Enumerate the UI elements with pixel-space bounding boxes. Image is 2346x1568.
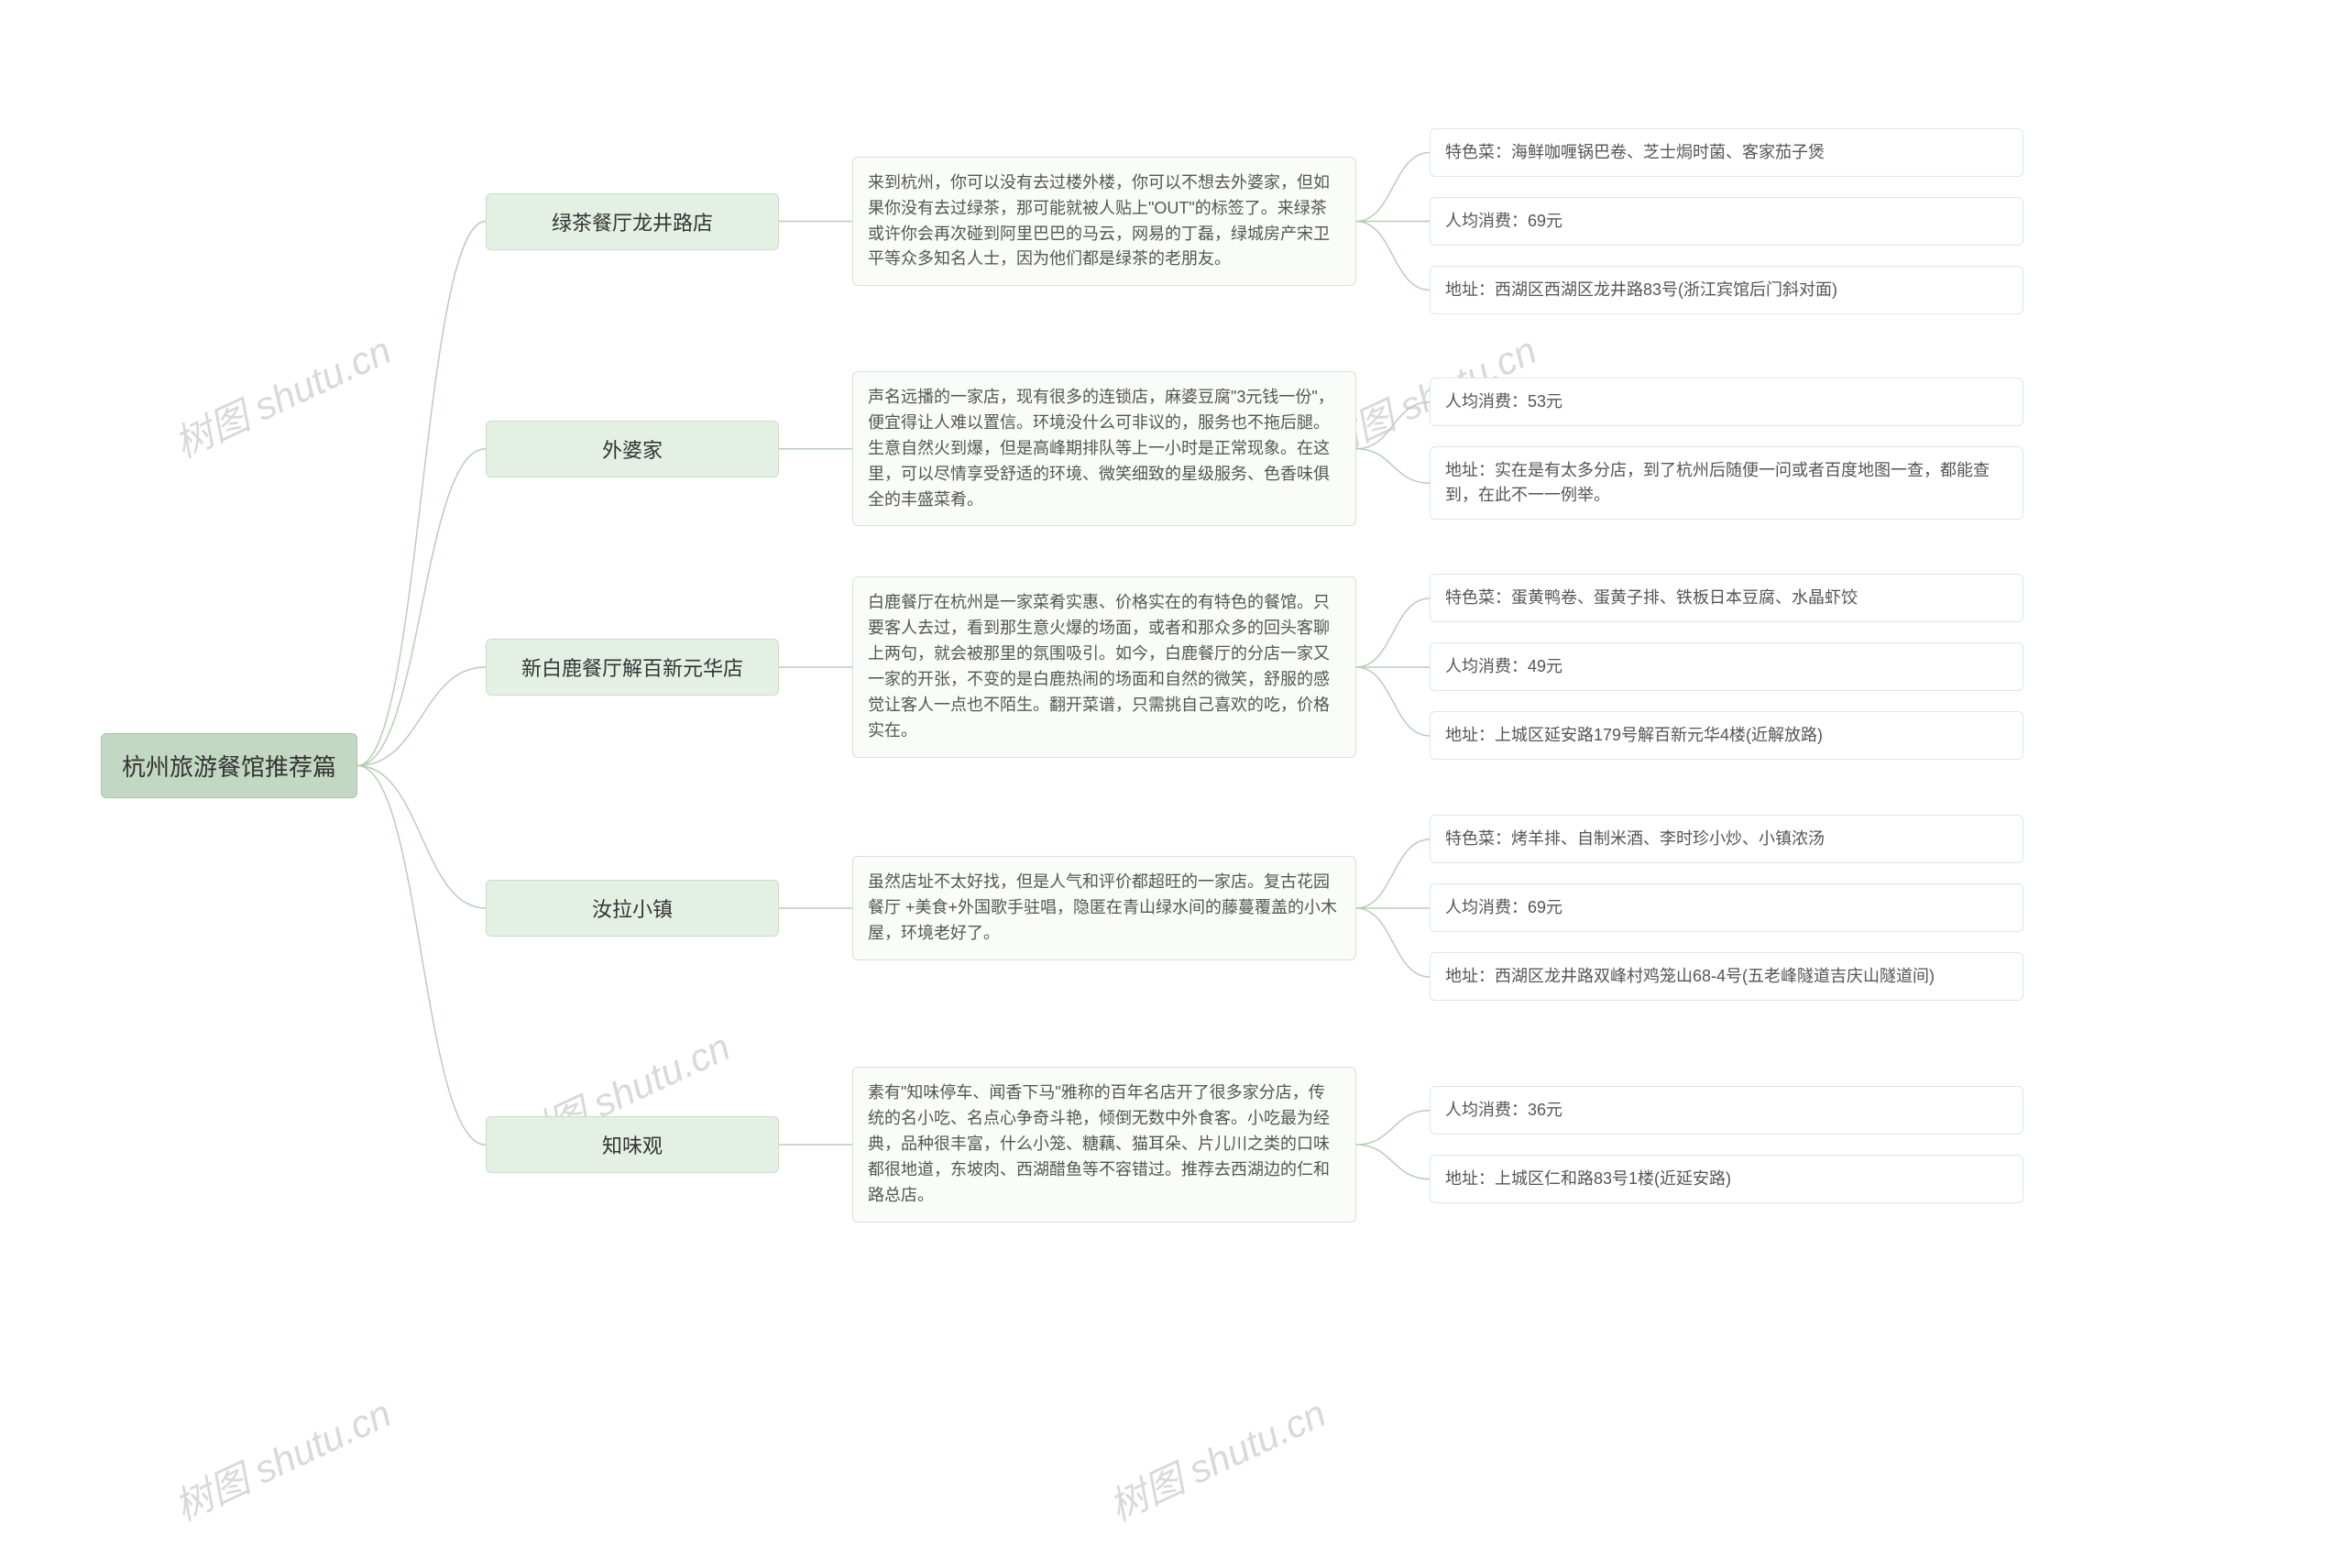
detail-column: 特色菜：蛋黄鸭卷、蛋黄子排、铁板日本豆腐、水晶虾饺人均消费：49元地址：上城区延… — [1430, 574, 2023, 760]
branch-title: 外婆家 — [486, 421, 779, 477]
branch-title: 绿茶餐厅龙井路店 — [486, 193, 779, 250]
detail-column: 特色菜：海鲜咖喱锅巴卷、芝士焗时菌、客家茄子煲人均消费：69元地址：西湖区西湖区… — [1430, 128, 2023, 314]
branch-description: 素有"知味停车、闻香下马"雅称的百年名店开了很多家分店，传统的名小吃、名点心争奇… — [852, 1067, 1356, 1222]
detail-node: 地址：实在是有太多分店，到了杭州后随便一问或者百度地图一查，都能查到，在此不一一… — [1430, 446, 2023, 520]
detail-column: 人均消费：53元地址：实在是有太多分店，到了杭州后随便一问或者百度地图一查，都能… — [1430, 378, 2023, 520]
root-node: 杭州旅游餐馆推荐篇 — [101, 733, 357, 798]
branch-description: 来到杭州，你可以没有去过楼外楼，你可以不想去外婆家，但如果你没有去过绿茶，那可能… — [852, 157, 1356, 287]
branch-block: 汝拉小镇 虽然店址不太好找，但是人气和评价都超旺的一家店。复古花园餐厅 +美食+外… — [486, 815, 2023, 1001]
detail-node: 特色菜：烤羊排、自制米酒、李时珍小炒、小镇浓汤 — [1430, 815, 2023, 863]
detail-node: 地址：西湖区西湖区龙井路83号(浙江宾馆后门斜对面) — [1430, 266, 2023, 314]
branch-block: 知味观 素有"知味停车、闻香下马"雅称的百年名店开了很多家分店，传统的名小吃、名点… — [486, 1067, 2023, 1222]
detail-node: 特色菜：海鲜咖喱锅巴卷、芝士焗时菌、客家茄子煲 — [1430, 128, 2023, 177]
detail-node: 人均消费：36元 — [1430, 1086, 2023, 1135]
detail-node: 人均消费：69元 — [1430, 197, 2023, 246]
branch-block: 绿茶餐厅龙井路店 来到杭州，你可以没有去过楼外楼，你可以不想去外婆家，但如果你没有… — [486, 128, 2023, 314]
mindmap-diagram: 杭州旅游餐馆推荐篇 绿茶餐厅龙井路店 来到杭州，你可以没有去过楼外楼，你可以不想去… — [27, 46, 2319, 1522]
branch-block: 外婆家 声名远播的一家店，现有很多的连锁店，麻婆豆腐"3元钱一份"，便宜得让人难以… — [486, 371, 2023, 526]
detail-node: 特色菜：蛋黄鸭卷、蛋黄子排、铁板日本豆腐、水晶虾饺 — [1430, 574, 2023, 622]
branches-column: 绿茶餐厅龙井路店 来到杭州，你可以没有去过楼外楼，你可以不想去外婆家，但如果你没有… — [486, 128, 2023, 1223]
detail-column: 人均消费：36元地址：上城区仁和路83号1楼(近延安路) — [1430, 1086, 2023, 1203]
branch-description: 虽然店址不太好找，但是人气和评价都超旺的一家店。复古花园餐厅 +美食+外国歌手驻… — [852, 856, 1356, 960]
branch-title: 知味观 — [486, 1116, 779, 1173]
detail-node: 人均消费：69元 — [1430, 883, 2023, 932]
branch-description: 白鹿餐厅在杭州是一家菜肴实惠、价格实在的有特色的餐馆。只要客人去过，看到那生意火… — [852, 576, 1356, 757]
detail-node: 地址：上城区仁和路83号1楼(近延安路) — [1430, 1155, 2023, 1203]
detail-node: 人均消费：53元 — [1430, 378, 2023, 426]
branch-title: 汝拉小镇 — [486, 880, 779, 937]
branch-description: 声名远播的一家店，现有很多的连锁店，麻婆豆腐"3元钱一份"，便宜得让人难以置信。… — [852, 371, 1356, 526]
detail-node: 人均消费：49元 — [1430, 642, 2023, 691]
detail-node: 地址：西湖区龙井路双峰村鸡笼山68-4号(五老峰隧道吉庆山隧道间) — [1430, 952, 2023, 1001]
branch-block: 新白鹿餐厅解百新元华店 白鹿餐厅在杭州是一家菜肴实惠、价格实在的有特色的餐馆。只要… — [486, 574, 2023, 760]
detail-column: 特色菜：烤羊排、自制米酒、李时珍小炒、小镇浓汤人均消费：69元地址：西湖区龙井路… — [1430, 815, 2023, 1001]
branch-title: 新白鹿餐厅解百新元华店 — [486, 639, 779, 696]
detail-node: 地址：上城区延安路179号解百新元华4楼(近解放路) — [1430, 711, 2023, 760]
